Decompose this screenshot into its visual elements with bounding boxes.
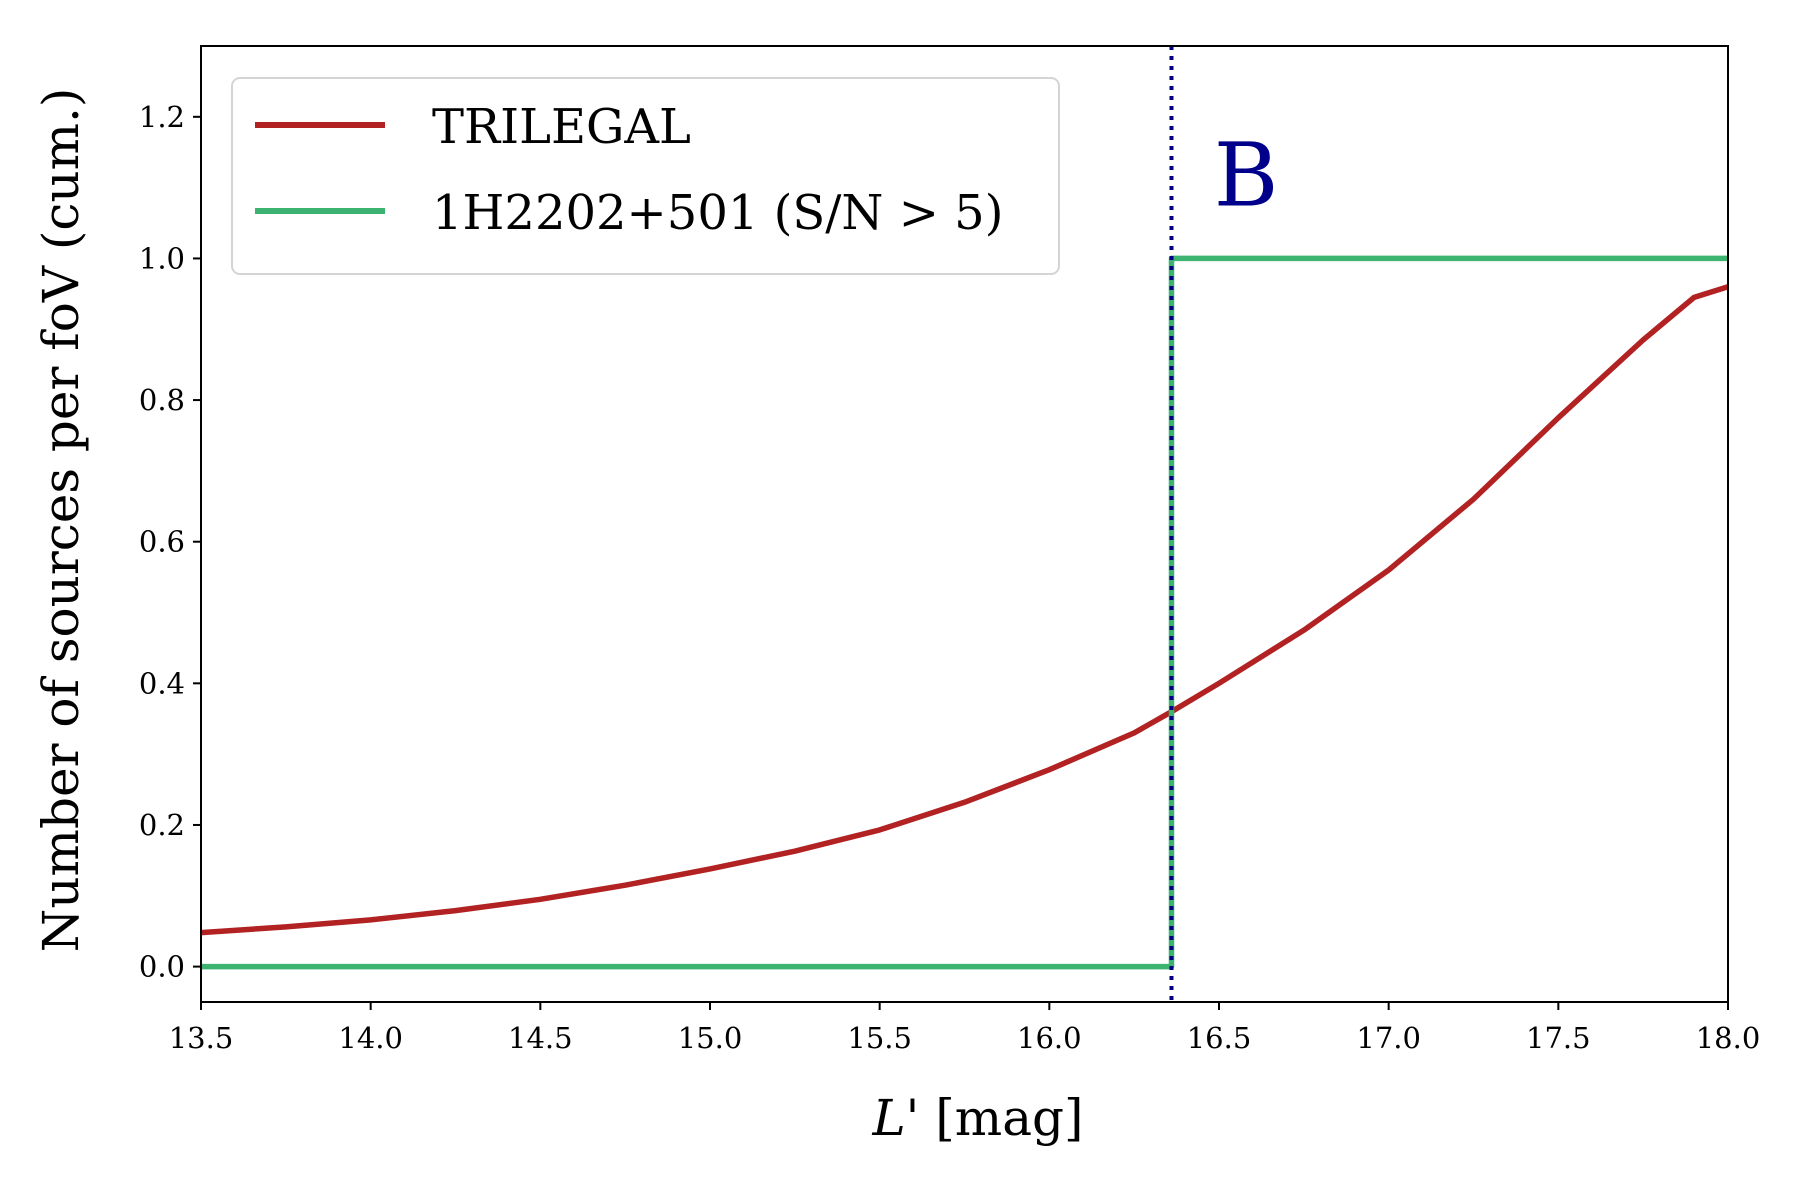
series-line-trilegal bbox=[200, 284, 1729, 936]
legend-label-trilegal: TRILEGAL bbox=[432, 99, 691, 155]
series-line-1h2202 bbox=[201, 255, 1728, 970]
y-tick-label: 0.2 bbox=[139, 808, 185, 842]
ticks-layer: 13.5 14.0 14.5 15.0 15.5 16.0 16.5 17.0 17.5 18.0… bbox=[139, 100, 1760, 1055]
y-axis-title: Number of sources per foV (cum.) bbox=[32, 88, 90, 953]
y-tick-label: 1.0 bbox=[139, 241, 185, 275]
y-tick-label: 1.2 bbox=[139, 100, 185, 134]
x-tick-label: 17.5 bbox=[1526, 1021, 1591, 1055]
x-tick-label: 18.0 bbox=[1696, 1021, 1761, 1055]
annotation-label: B bbox=[1214, 123, 1279, 226]
x-tick-label: 15.0 bbox=[678, 1021, 743, 1055]
x-axis-title-symbol: L' bbox=[871, 1089, 919, 1147]
x-tick-label: 16.0 bbox=[1017, 1021, 1082, 1055]
y-tick-label: 0.4 bbox=[139, 666, 185, 700]
y-tick-label: 0.8 bbox=[139, 383, 185, 417]
y-tick-label: 0.6 bbox=[139, 525, 185, 559]
x-tick-label: 17.0 bbox=[1356, 1021, 1421, 1055]
x-tick-label: 16.5 bbox=[1187, 1021, 1252, 1055]
x-axis-title-unit: [mag] bbox=[919, 1089, 1083, 1147]
y-tick-label: 0.0 bbox=[139, 950, 185, 984]
series-layer bbox=[200, 46, 1729, 1002]
x-tick-label: 13.5 bbox=[169, 1021, 234, 1055]
x-tick-label: 15.5 bbox=[847, 1021, 912, 1055]
legend-label-1h2202: 1H2202+501 (S/N > 5) bbox=[432, 185, 1003, 241]
legend-box bbox=[231, 77, 1060, 275]
x-tick-label: 14.0 bbox=[338, 1021, 403, 1055]
x-tick-label: 14.5 bbox=[508, 1021, 573, 1055]
legend: TRILEGAL 1H2202+501 (S/N > 5) bbox=[231, 77, 1060, 275]
x-axis-title: L' [mag] bbox=[871, 1089, 1083, 1147]
plot-frame bbox=[200, 45, 1729, 1003]
